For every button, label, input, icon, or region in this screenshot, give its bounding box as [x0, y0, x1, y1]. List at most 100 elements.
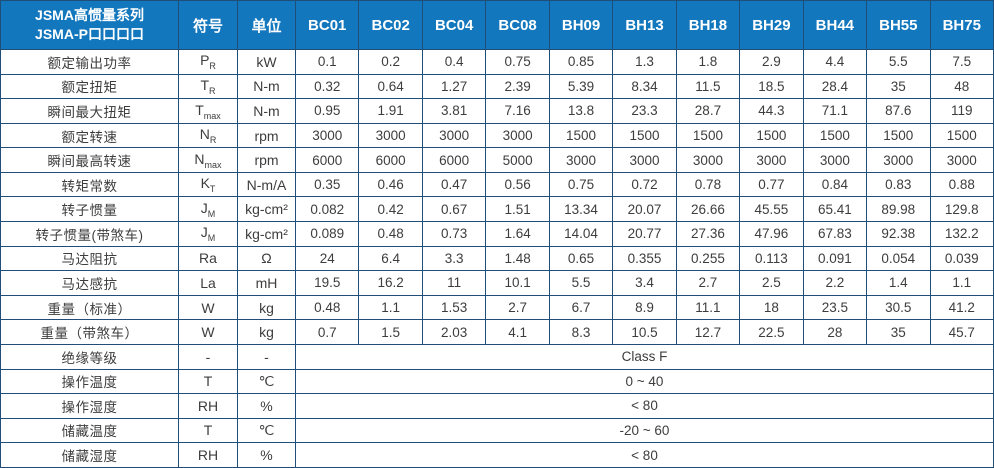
spec-value-cell: 3000 [866, 147, 931, 173]
spec-span-cell: 0 ~ 40 [295, 368, 994, 395]
spec-value-cell: 11.5 [675, 73, 741, 100]
spec-value-cell: 0.84 [802, 171, 868, 198]
spec-value-cell: 3000 [929, 147, 994, 173]
spec-value-cell: 92.38 [866, 221, 931, 247]
unit-cell: kg-cm² [237, 221, 296, 247]
symbol-main: RH [197, 397, 219, 414]
symbol-subscript: max [204, 159, 222, 170]
table-row: 额定扭矩 TR N-m 0.32 0.64 1.27 2.39 5.39 8.34 11.5 18.… [0, 73, 994, 100]
column-header-model: BH44 [802, 0, 868, 50]
symbol-main: J [200, 199, 208, 216]
symbol-cell: Tmax [178, 98, 238, 124]
unit-cell: N-m [237, 73, 296, 100]
symbol-cell: T [178, 368, 238, 395]
spec-value-cell: 71.1 [802, 98, 868, 124]
symbol-main: T [195, 101, 204, 118]
spec-value-cell: 41.2 [929, 294, 994, 321]
spec-value-cell: 7.5 [929, 49, 994, 75]
symbol-main: N [199, 126, 210, 143]
spec-value-cell: 0.48 [358, 221, 423, 247]
spec-value-cell: 0.4 [421, 49, 487, 75]
spec-value-cell: 16.2 [358, 270, 423, 296]
spec-value-cell: 45.55 [739, 196, 804, 223]
series-title-cell: JSMA高惯量系列 JSMA-P口口口口 [0, 0, 179, 50]
column-header-symbol: 符号 [178, 0, 238, 50]
spec-value-cell: 7.16 [485, 98, 550, 124]
spec-value-cell: 3.3 [421, 245, 487, 272]
spec-value-cell: 1.48 [485, 245, 550, 272]
spec-value-cell: 2.5 [739, 270, 804, 296]
spec-value-cell: 0.88 [929, 171, 994, 198]
symbol-cell: RH [178, 393, 238, 419]
spec-value-cell: 1.27 [421, 73, 487, 100]
spec-value-cell: 6000 [421, 147, 487, 173]
spec-value-cell: 1.1 [358, 294, 423, 321]
symbol-main: - [205, 348, 211, 365]
spec-span-cell: -20 ~ 60 [295, 417, 994, 444]
table-header: JSMA高惯量系列 JSMA-P口口口口 符号 单位 BC01 BC02 BC04 B… [0, 0, 994, 50]
spec-value-cell: 0.75 [485, 49, 550, 75]
unit-cell: ℃ [237, 368, 296, 395]
spec-value-cell: 12.7 [675, 319, 741, 345]
row-label: 重量（带煞车） [0, 319, 179, 345]
row-label: 额定扭矩 [0, 73, 179, 100]
spec-value-cell: 6000 [294, 147, 360, 173]
spec-value-cell: 0.95 [294, 98, 360, 124]
spec-value-cell: 23.3 [612, 98, 677, 124]
spec-value-cell: 5.5 [548, 270, 614, 296]
symbol-subscript: T [209, 184, 216, 195]
spec-value-cell: 1500 [739, 122, 804, 149]
symbol-subscript: R [209, 61, 216, 72]
symbol-subscript: M [207, 233, 216, 244]
spec-value-cell: 24 [294, 245, 360, 272]
spec-value-cell: 1.51 [485, 196, 550, 223]
unit-cell: rpm [237, 122, 296, 149]
spec-value-cell: 89.98 [866, 196, 931, 223]
spec-value-cell: 0.85 [548, 49, 614, 75]
table-row: 储藏湿度 RH% < 80 [0, 442, 994, 468]
spec-value-cell: 0.78 [675, 171, 741, 198]
spec-value-cell: 119 [929, 98, 994, 124]
spec-value-cell: 0.83 [866, 171, 931, 198]
spec-value-cell: 0.65 [548, 245, 614, 272]
row-label: 额定转速 [0, 122, 179, 149]
spec-value-cell: 47.96 [739, 221, 804, 247]
column-header-model: BH75 [929, 0, 994, 50]
spec-value-cell: 0.46 [358, 171, 423, 198]
spec-value-cell: 1500 [612, 122, 677, 149]
spec-value-cell: 30.5 [866, 294, 931, 321]
spec-value-cell: 1.64 [485, 221, 550, 247]
row-label: 操作温度 [0, 368, 179, 395]
spec-value-cell: 0.2 [358, 49, 423, 75]
spec-value-cell: 2.7 [485, 294, 550, 321]
symbol-main: W [201, 299, 215, 316]
spec-value-cell: 0.039 [929, 245, 994, 272]
unit-cell: % [237, 442, 296, 468]
symbol-cell: W [178, 319, 238, 345]
spec-value-cell: 3000 [739, 147, 804, 173]
unit-cell: Ω [237, 245, 296, 272]
spec-value-cell: 13.34 [548, 196, 614, 223]
spec-value-cell: 11 [421, 270, 487, 296]
spec-value-cell: 0.73 [421, 221, 487, 247]
symbol-cell: La [178, 270, 238, 296]
unit-cell: rpm [237, 147, 296, 173]
spec-value-cell: 0.47 [421, 171, 487, 198]
symbol-cell: Ra [178, 245, 238, 272]
spec-value-cell: 0.355 [612, 245, 677, 272]
unit-cell: N-m/A [237, 171, 296, 198]
table-row: 绝缘等级 - - Class F [0, 343, 994, 370]
table-row: 额定输出功率 PR kW 0.1 0.2 0.4 0.75 0.85 1.3 1.8 2.9 4.4 5… [0, 49, 994, 75]
spec-value-cell: 20.07 [612, 196, 677, 223]
spec-value-cell: 1.1 [929, 270, 994, 296]
row-label: 储藏湿度 [0, 442, 179, 468]
row-label: 操作湿度 [0, 393, 179, 419]
table-row: 操作湿度 RH% < 80 [0, 393, 994, 419]
spec-value-cell: 0.089 [294, 221, 360, 247]
column-header-model: BC01 [294, 0, 360, 50]
spec-value-cell: 1.8 [675, 49, 741, 75]
spec-value-cell: 3000 [548, 147, 614, 173]
symbol-main: Ra [199, 250, 217, 267]
symbol-cell: RH [178, 442, 238, 468]
